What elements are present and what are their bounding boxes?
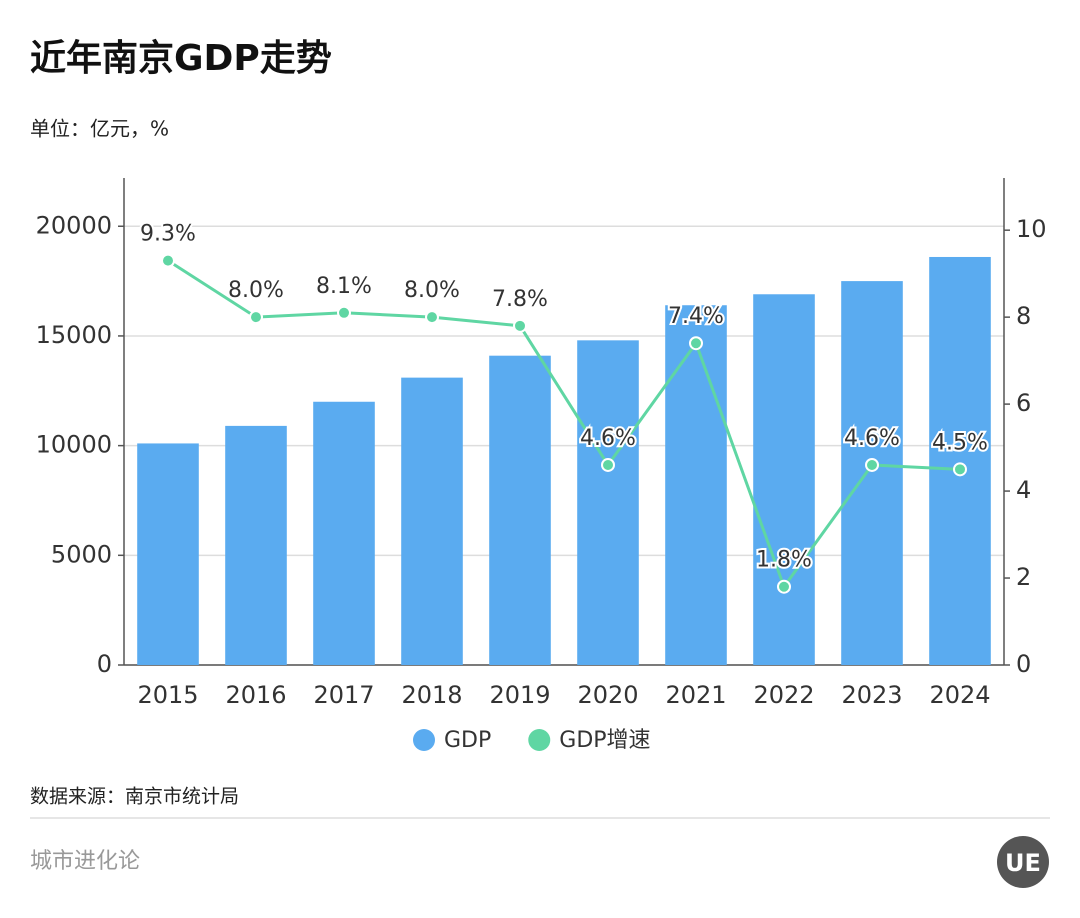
data-label: 4.5%	[932, 430, 988, 455]
data-label: 1.8%	[756, 548, 812, 573]
x-tick-label: 2020	[577, 681, 638, 709]
data-label: 4.6%	[580, 426, 636, 451]
legend-marker	[528, 729, 551, 751]
bar	[225, 425, 287, 665]
y-tick-label: 5000	[51, 540, 112, 568]
data-label: 8.0%	[404, 278, 460, 303]
point	[425, 310, 439, 325]
line	[167, 259, 961, 590]
bar	[489, 355, 551, 665]
y2-tick-label: 8	[1016, 302, 1031, 330]
point	[689, 336, 703, 351]
x-tick-label: 2021	[665, 681, 726, 709]
bar	[137, 443, 199, 665]
data-label: 9.3%	[140, 222, 196, 247]
y-tick-label: 10000	[36, 431, 112, 459]
bar	[753, 294, 815, 665]
legend-label: GDP	[444, 728, 491, 753]
data-label: 8.0%	[228, 278, 284, 303]
point	[601, 457, 615, 472]
bar	[577, 340, 639, 665]
point	[161, 253, 175, 268]
brand: 城市进化论	[30, 849, 140, 874]
bar	[929, 256, 991, 665]
y2-tick-label: 0	[1016, 650, 1031, 678]
y-tick-label: 15000	[36, 321, 112, 349]
data-label: 7.8%	[492, 287, 548, 312]
bar	[313, 401, 375, 665]
x-tick-label: 2023	[841, 681, 902, 709]
data-label: 8.1%	[316, 274, 372, 299]
bar	[665, 305, 727, 665]
point	[249, 310, 263, 325]
y2-tick-label: 2	[1016, 563, 1031, 591]
point	[337, 305, 351, 320]
x-tick-label: 2018	[401, 681, 462, 709]
data-label: 7.4%	[668, 304, 724, 329]
source: 数据来源：南京市统计局	[30, 786, 239, 808]
y2-tick-label: 6	[1016, 389, 1031, 417]
point	[777, 579, 791, 594]
x-tick-label: 2019	[489, 681, 550, 709]
bar	[841, 281, 903, 665]
x-tick-label: 2015	[137, 681, 198, 709]
x-tick-label: 2017	[313, 681, 374, 709]
logo: UE	[1005, 849, 1041, 877]
chart-title: 近年南京GDP走势	[30, 37, 332, 79]
point	[865, 457, 879, 472]
point	[513, 318, 527, 333]
data-label: 4.6%	[844, 426, 900, 451]
chart-subtitle: 单位：亿元，%	[30, 117, 169, 141]
point	[953, 462, 967, 477]
legend-marker	[413, 729, 435, 751]
y-tick-label: 20000	[36, 211, 112, 239]
legend-label: GDP增速	[559, 728, 650, 753]
y2-tick-label: 10	[1016, 215, 1047, 243]
x-tick-label: 2024	[929, 681, 990, 709]
logo-circle	[997, 836, 1049, 888]
y-tick-label: 0	[97, 650, 112, 678]
x-tick-label: 2022	[753, 681, 814, 709]
y2-tick-label: 4	[1016, 476, 1031, 504]
bar	[401, 377, 463, 665]
x-tick-label: 2016	[225, 681, 286, 709]
